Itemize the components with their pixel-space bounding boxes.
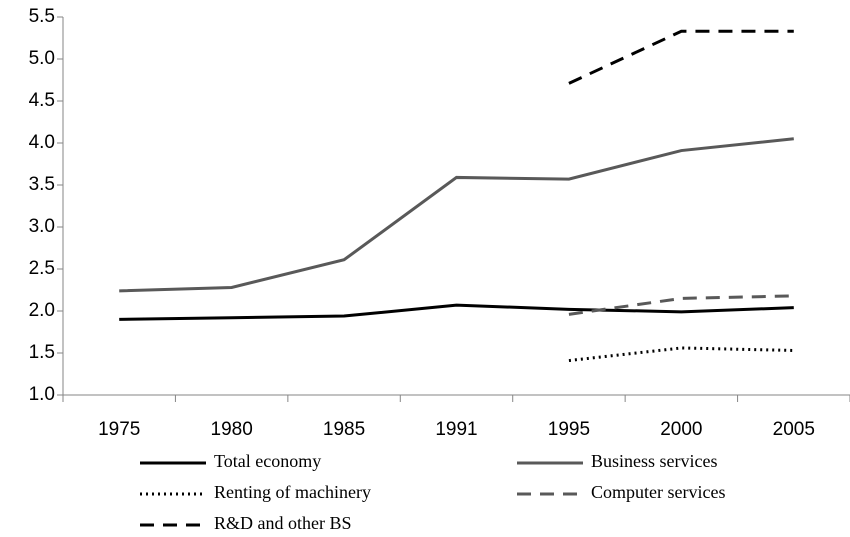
y-tick-label: 4.5 — [29, 90, 55, 111]
y-tick-label: 5.5 — [29, 6, 55, 27]
series-line — [568, 294, 794, 316]
x-tick-label: 2000 — [660, 419, 702, 440]
x-tick-label: 1985 — [323, 419, 365, 440]
legend-label: R&D and other BS — [214, 513, 352, 533]
y-tick-label: 3.5 — [29, 174, 55, 195]
y-tick-label: 2.0 — [29, 300, 55, 321]
y-tick-label: 1.0 — [29, 384, 55, 405]
x-tick-label: 1995 — [548, 419, 590, 440]
legend-label: Business services — [591, 451, 717, 471]
x-tick-label: 1975 — [98, 419, 140, 440]
series-line — [568, 346, 794, 363]
series-line — [119, 137, 794, 293]
legend-label: Renting of machinery — [214, 482, 371, 502]
y-tick-label: 3.0 — [29, 216, 55, 237]
legend-label: Computer services — [591, 482, 725, 502]
x-tick-label: 1991 — [435, 419, 477, 440]
y-tick-label: 2.5 — [29, 258, 55, 279]
x-tick-label: 2005 — [773, 419, 815, 440]
y-tick-label: 5.0 — [29, 48, 55, 69]
x-tick-label: 1980 — [211, 419, 253, 440]
legend-label: Total economy — [214, 451, 321, 471]
series-line — [568, 29, 794, 85]
series-line — [119, 303, 794, 321]
y-tick-label: 4.0 — [29, 132, 55, 153]
y-tick-label: 1.5 — [29, 342, 55, 363]
